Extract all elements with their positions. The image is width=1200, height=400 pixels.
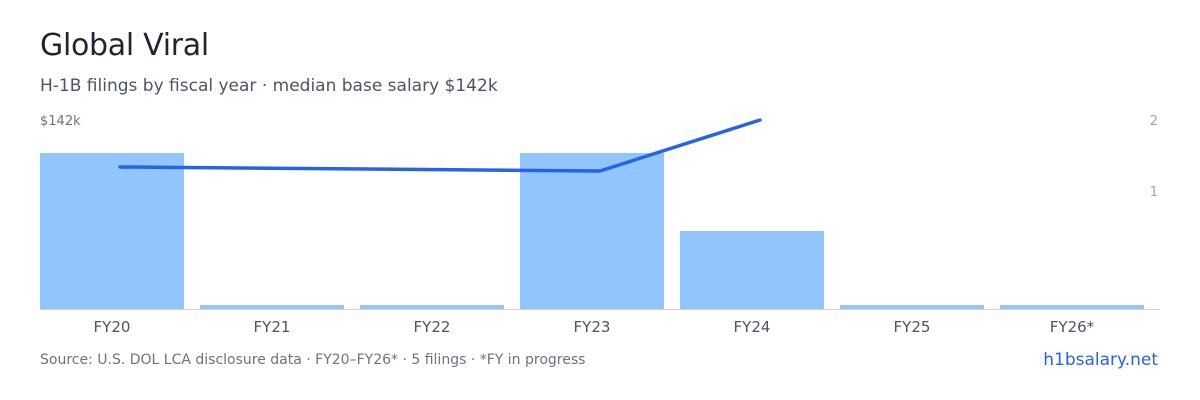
- bar-fy26-partial: [1000, 305, 1144, 309]
- right-tick-label: 1: [1150, 185, 1158, 200]
- source-note: Source: U.S. DOL LCA disclosure data · F…: [40, 352, 586, 368]
- x-tick-label: FY26*: [1050, 318, 1095, 336]
- x-tick-label: FY24: [734, 318, 771, 336]
- x-tick-label: FY22: [414, 318, 451, 336]
- x-tick-label: FY20: [94, 318, 131, 336]
- x-tick-label: FY23: [574, 318, 611, 336]
- brand-link[interactable]: h1bsalary.net: [1043, 350, 1158, 370]
- bar-fy24: [680, 231, 824, 309]
- bar-fy22: [360, 305, 504, 309]
- right-tick-label: 2: [1150, 114, 1158, 129]
- bar-fy23: [520, 153, 664, 309]
- bar-fy25: [840, 305, 984, 309]
- bar-fy21: [200, 305, 344, 309]
- x-tick-label: FY25: [894, 318, 931, 336]
- x-tick-label: FY21: [254, 318, 291, 336]
- left-axis-label: $142k: [40, 114, 81, 129]
- bar-fy20: [40, 153, 184, 309]
- chart-title: Global Viral: [40, 28, 209, 63]
- salary-line: [118, 118, 762, 173]
- chart-subtitle: H-1B filings by fiscal year · median bas…: [40, 76, 498, 96]
